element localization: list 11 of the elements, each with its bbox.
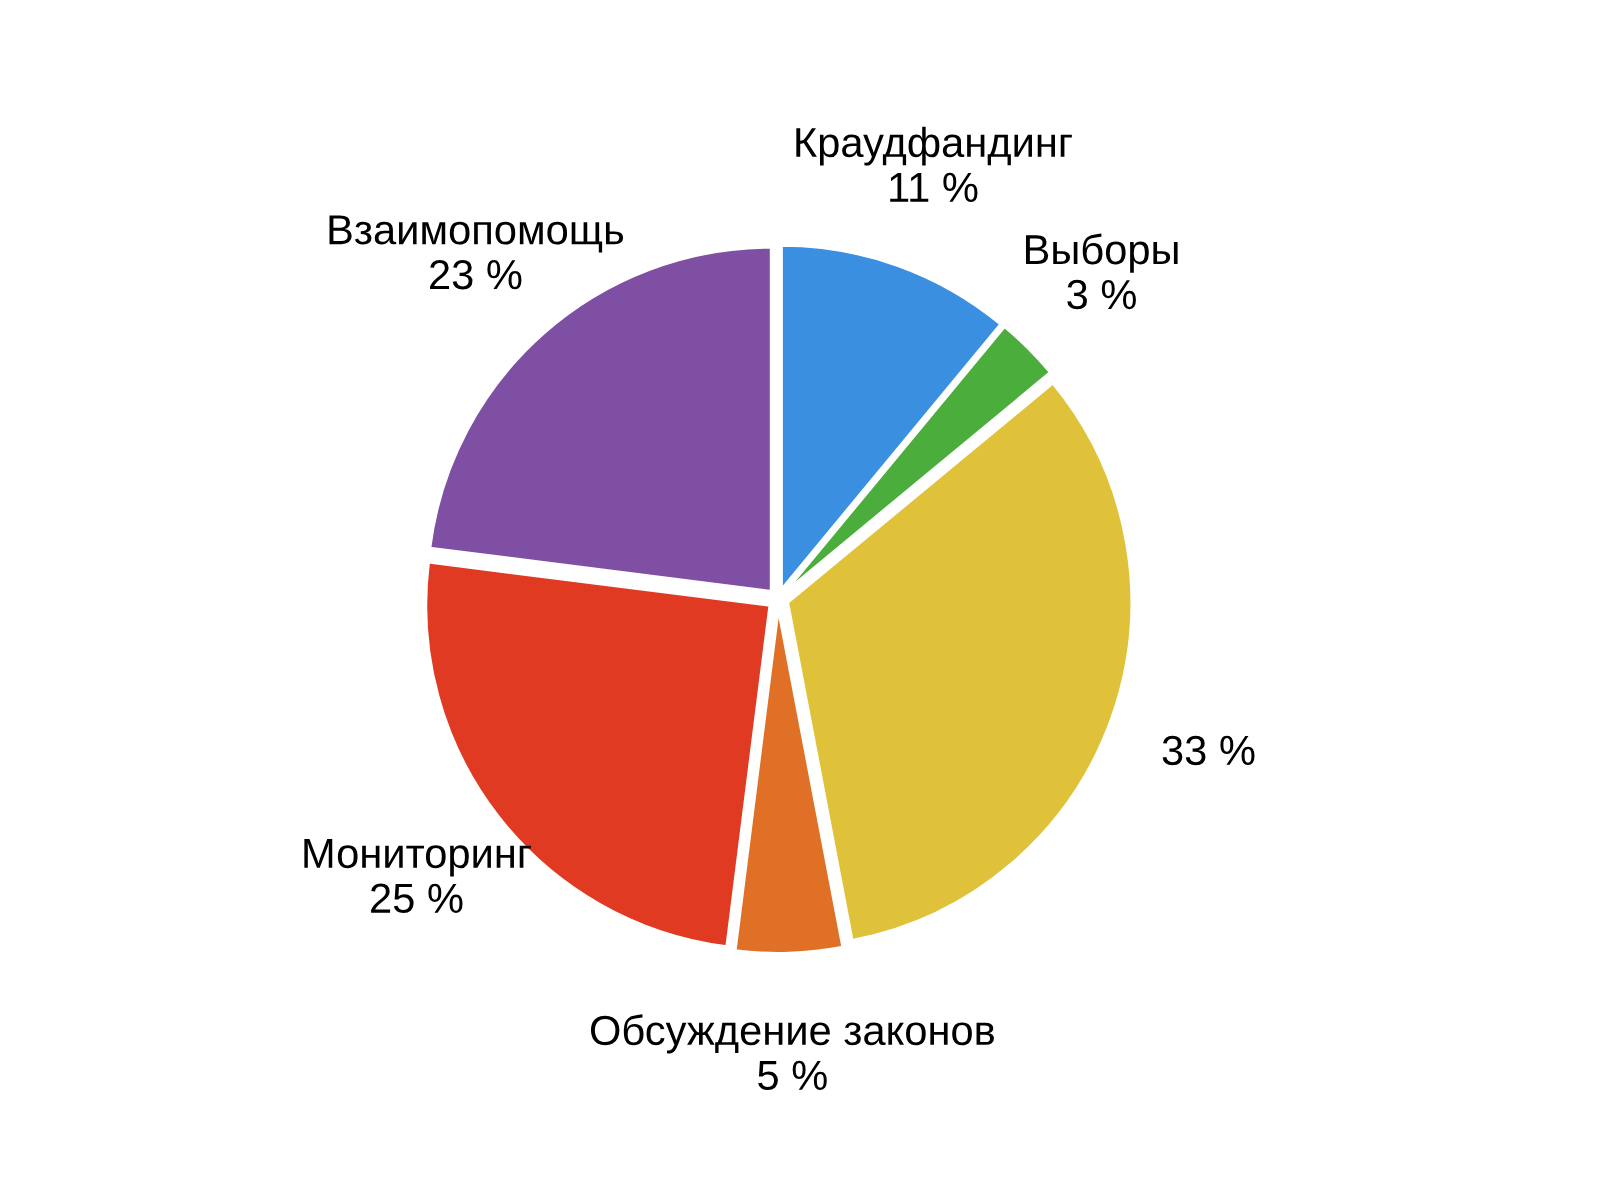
slice-label: Мониторинг [304,839,531,877]
data-label: 25 % [371,883,463,914]
data-label: 3 % [1067,279,1136,310]
slice-label: Выборы [1025,233,1178,273]
data-label: 11 % [890,172,978,202]
data-label: 23 % [430,259,522,290]
slice-label: Взаимопомощь [329,215,624,253]
slice-label: Краудфандинг [796,126,1072,166]
data-label: 5 % [758,1060,827,1091]
data-label: 33 % [1162,735,1255,766]
slice-label: Обсуждение законов [590,1014,994,1054]
